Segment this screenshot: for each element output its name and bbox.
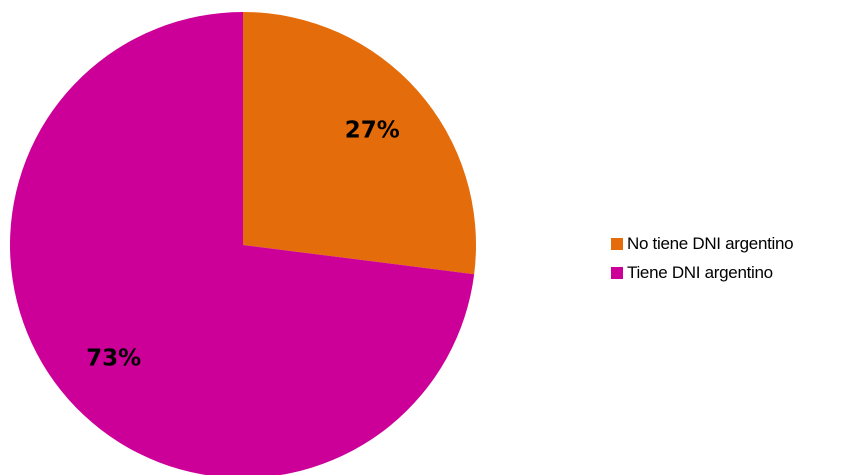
pie-slice-no-tiene-dni-argentino	[243, 12, 476, 275]
legend-swatch-tiene-dni	[611, 266, 623, 279]
legend-label-no-dni: No tiene DNI argentino	[627, 233, 794, 253]
data-label-tiene-dni-argentino: 73%	[86, 346, 141, 372]
legend-swatch-no-dni	[611, 237, 623, 250]
legend-label-tiene-dni: Tiene DNI argentino	[627, 262, 773, 282]
pie-slice-tiene-dni-argentino	[10, 12, 475, 475]
data-label-no-tiene-dni-argentino: 27%	[345, 118, 400, 144]
legend-item-no-dni: No tiene DNI argentino	[611, 231, 857, 256]
chart-legend: No tiene DNI argentino Tiene DNI argenti…	[611, 231, 857, 289]
legend-item-tiene-dni: Tiene DNI argentino	[611, 260, 857, 285]
